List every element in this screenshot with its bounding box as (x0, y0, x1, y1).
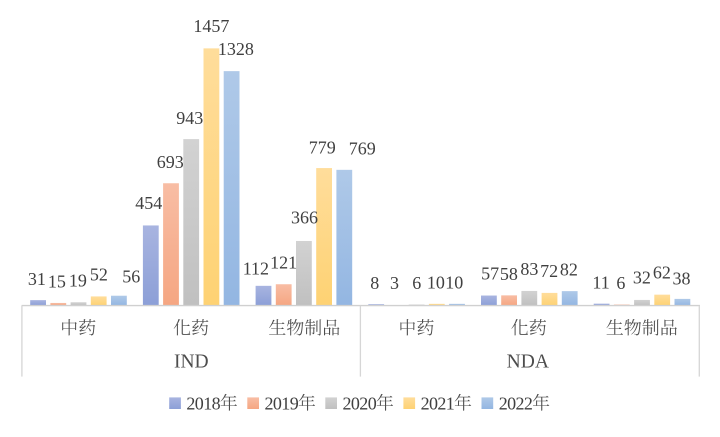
svg-text:57: 57 (481, 264, 499, 284)
svg-text:82: 82 (560, 259, 578, 279)
svg-text:NDA: NDA (507, 351, 549, 372)
svg-text:2018: 2018 (186, 393, 220, 413)
svg-text:769: 769 (349, 139, 376, 159)
svg-text:1457: 1457 (193, 16, 229, 36)
svg-text:6: 6 (616, 273, 625, 293)
svg-text:72: 72 (540, 261, 558, 281)
svg-text:8: 8 (370, 273, 379, 293)
svg-text:121: 121 (270, 253, 297, 273)
svg-text:1328: 1328 (218, 39, 254, 59)
svg-text:2021: 2021 (421, 393, 455, 413)
svg-text:112: 112 (243, 258, 269, 278)
svg-text:IND: IND (174, 351, 209, 372)
svg-text:15: 15 (48, 271, 66, 291)
svg-text:943: 943 (176, 108, 203, 128)
svg-text:31: 31 (28, 269, 46, 289)
svg-text:19: 19 (69, 271, 87, 291)
svg-text:2022: 2022 (499, 393, 533, 413)
svg-text:10: 10 (427, 272, 445, 292)
svg-text:10: 10 (445, 273, 463, 293)
svg-text:58: 58 (500, 264, 518, 284)
svg-text:366: 366 (291, 207, 318, 227)
svg-text:6: 6 (412, 273, 421, 293)
svg-text:62: 62 (653, 263, 671, 283)
svg-text:38: 38 (673, 269, 691, 289)
svg-text:11: 11 (592, 273, 609, 293)
svg-text:779: 779 (309, 138, 336, 158)
svg-text:56: 56 (122, 266, 140, 286)
svg-text:454: 454 (135, 193, 162, 213)
svg-text:2019: 2019 (265, 393, 299, 413)
svg-text:83: 83 (520, 259, 538, 279)
svg-text:693: 693 (157, 152, 184, 172)
svg-text:52: 52 (90, 265, 108, 285)
svg-text:32: 32 (633, 267, 651, 287)
svg-text:2020: 2020 (343, 393, 377, 413)
svg-text:3: 3 (390, 273, 399, 293)
